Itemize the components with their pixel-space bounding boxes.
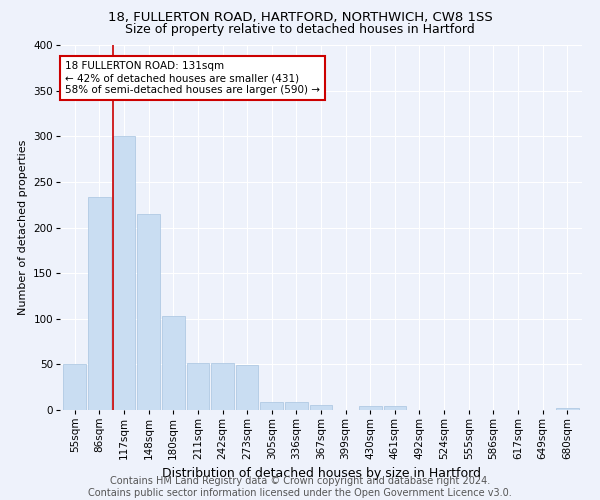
Y-axis label: Number of detached properties: Number of detached properties bbox=[18, 140, 28, 315]
Bar bbox=[285, 402, 308, 410]
Text: 18, FULLERTON ROAD, HARTFORD, NORTHWICH, CW8 1SS: 18, FULLERTON ROAD, HARTFORD, NORTHWICH,… bbox=[107, 11, 493, 24]
Bar bbox=[162, 316, 185, 410]
Bar bbox=[211, 362, 234, 410]
Bar bbox=[113, 136, 136, 410]
X-axis label: Distribution of detached houses by size in Hartford: Distribution of detached houses by size … bbox=[161, 468, 481, 480]
Text: 18 FULLERTON ROAD: 131sqm
← 42% of detached houses are smaller (431)
58% of semi: 18 FULLERTON ROAD: 131sqm ← 42% of detac… bbox=[65, 62, 320, 94]
Text: Size of property relative to detached houses in Hartford: Size of property relative to detached ho… bbox=[125, 22, 475, 36]
Bar bbox=[137, 214, 160, 410]
Text: Contains HM Land Registry data © Crown copyright and database right 2024.
Contai: Contains HM Land Registry data © Crown c… bbox=[88, 476, 512, 498]
Bar bbox=[88, 198, 111, 410]
Bar bbox=[359, 406, 382, 410]
Bar bbox=[236, 366, 259, 410]
Bar bbox=[187, 362, 209, 410]
Bar bbox=[64, 364, 86, 410]
Bar bbox=[310, 404, 332, 410]
Bar bbox=[260, 402, 283, 410]
Bar bbox=[383, 406, 406, 410]
Bar bbox=[556, 408, 578, 410]
